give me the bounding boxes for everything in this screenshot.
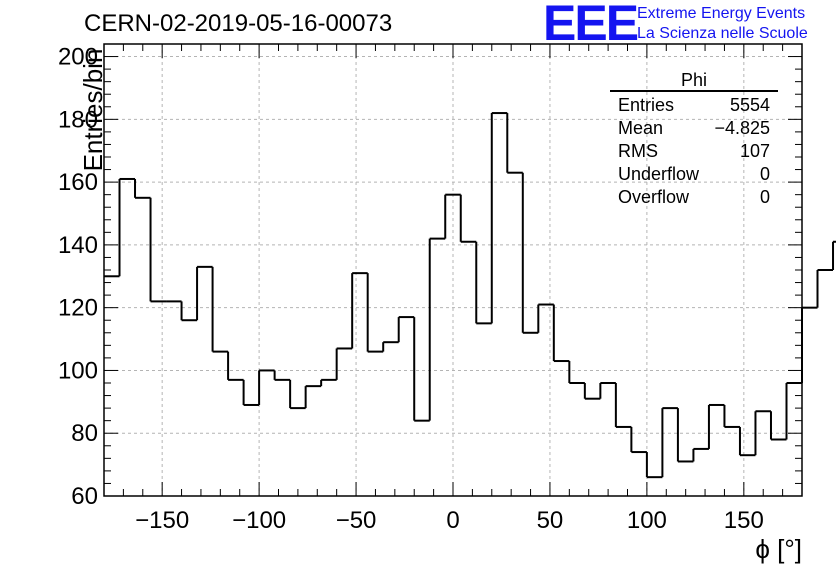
logo-caption-line1: Extreme Energy Events xyxy=(637,5,806,22)
stats-value: 107 xyxy=(739,141,770,161)
stats-value: 0 xyxy=(759,187,770,207)
logo-caption-line2: La Scienza nelle Scuole xyxy=(637,25,808,42)
x-tick-label: 50 xyxy=(537,507,564,534)
stats-value: 5554 xyxy=(729,95,770,115)
page-title: CERN-02-2019-05-16-00073 xyxy=(84,10,393,37)
x-tick-label: −150 xyxy=(135,507,189,534)
logo-caption: Extreme Energy Events La Scienza nelle S… xyxy=(637,4,808,44)
y-tick-label: 60 xyxy=(71,483,98,510)
x-tick-label: 100 xyxy=(627,507,667,534)
stats-row-mean: Mean −4.825 xyxy=(610,117,778,140)
stats-box: Phi Entries 5554 Mean −4.825 RMS 107 Underf… xyxy=(610,70,778,209)
stats-row-entries: Entries 5554 xyxy=(610,94,778,117)
stats-row-underflow: Underflow 0 xyxy=(610,163,778,186)
stats-label: Underflow xyxy=(618,164,700,184)
y-tick-label: 120 xyxy=(58,295,98,322)
y-tick-label: 160 xyxy=(58,169,98,196)
stats-value: 0 xyxy=(759,164,770,184)
stats-label: Overflow xyxy=(618,187,690,207)
eee-logo: EEE xyxy=(543,0,639,51)
stats-label: RMS xyxy=(618,141,658,161)
y-tick-label: 100 xyxy=(58,357,98,384)
x-axis-label: ϕ [°] xyxy=(755,534,802,564)
y-tick-label: 200 xyxy=(58,44,98,71)
axis-ticks xyxy=(103,43,803,497)
stats-label: Entries xyxy=(618,95,675,115)
x-tick-label: −50 xyxy=(336,507,377,534)
x-tick-label: −100 xyxy=(232,507,286,534)
histogram-bars xyxy=(104,112,836,479)
stats-row-overflow: Overflow 0 xyxy=(610,186,778,209)
stats-value: −4.825 xyxy=(714,118,770,138)
x-tick-label: 150 xyxy=(724,507,764,534)
stats-box-title: Phi xyxy=(610,70,778,92)
y-tick-label: 80 xyxy=(71,420,98,447)
y-tick-label: 140 xyxy=(58,232,98,259)
stats-label: Mean xyxy=(618,118,664,138)
tick-labels: −150 −100 −50 0 50 100 150 60 80 100 120 140 160 180 2… xyxy=(58,44,764,534)
y-axis-label: Entries/bin xyxy=(78,49,108,172)
y-tick-label: 180 xyxy=(58,106,98,133)
stats-row-rms: RMS 107 xyxy=(610,140,778,163)
x-tick-label: 0 xyxy=(446,507,459,534)
